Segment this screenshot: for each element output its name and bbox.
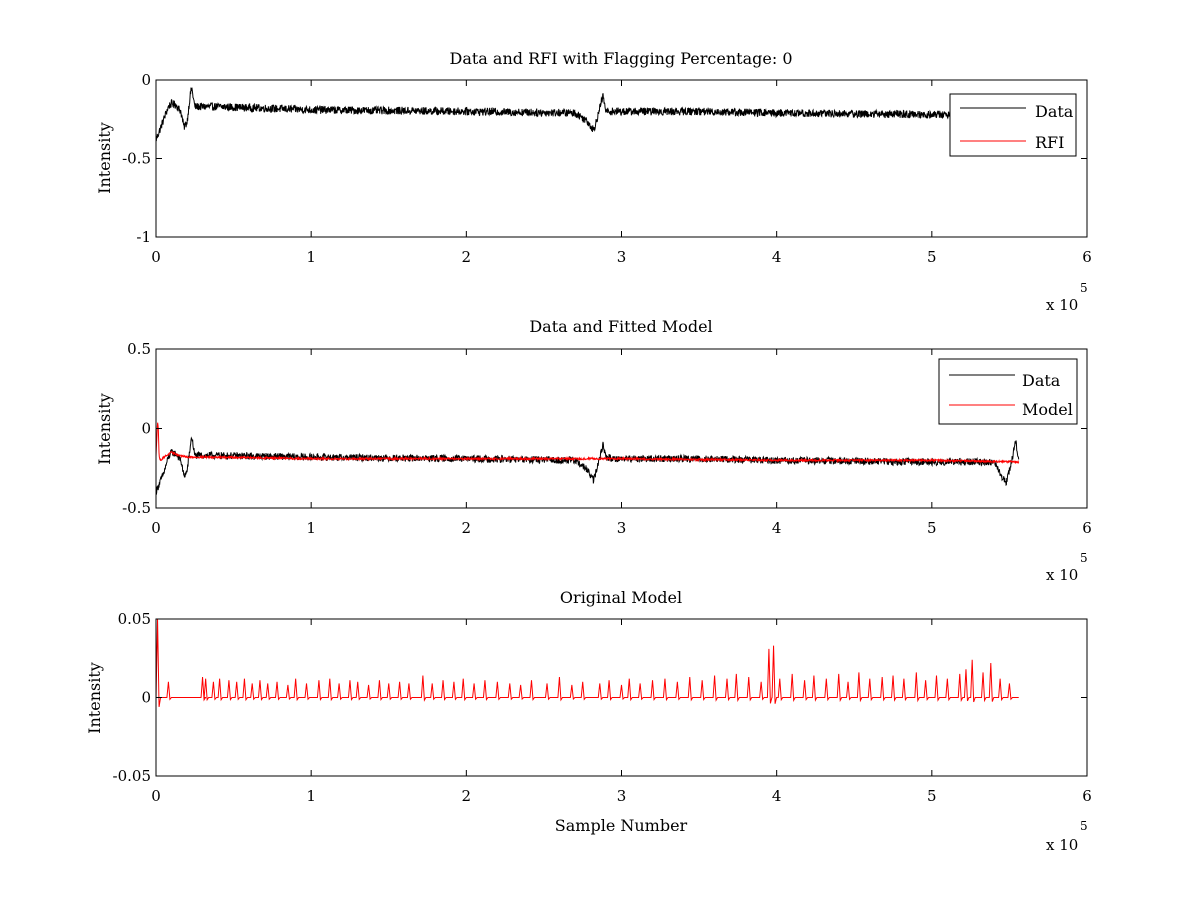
subplot-3-x-multiplier: x 10 bbox=[1046, 836, 1078, 854]
y-tick-label: -0.05 bbox=[113, 767, 151, 785]
y-tick-label: 0.5 bbox=[127, 340, 151, 358]
subplot-3-ylabel: Intensity bbox=[85, 662, 104, 734]
x-tick-label: 2 bbox=[462, 248, 472, 266]
subplot-2-ticks: 0 1 2 3 4 5 6-0.500.5 bbox=[122, 340, 1092, 537]
x-tick-label: 2 bbox=[462, 519, 472, 537]
subplot-1-legend-label-data: Data bbox=[1035, 102, 1074, 121]
x-tick-label: 5 bbox=[927, 248, 937, 266]
x-tick-label: 4 bbox=[772, 248, 782, 266]
series-line-model bbox=[156, 619, 1019, 707]
subplot-1-ticks: 0 1 2 3 4 5 6 -1 -0.5 0 bbox=[122, 71, 1092, 266]
y-tick-label: -1 bbox=[136, 228, 151, 246]
y-tick-label: 0 bbox=[141, 689, 151, 707]
subplot-3-x-exponent: 5 bbox=[1080, 819, 1088, 833]
subplot-2-x-exponent: 5 bbox=[1080, 551, 1088, 565]
x-tick-label: 2 bbox=[462, 787, 472, 805]
y-tick-label: 0.05 bbox=[118, 610, 151, 628]
x-tick-label: 4 bbox=[772, 519, 782, 537]
x-tick-label: 1 bbox=[306, 248, 316, 266]
x-tick-label: 6 bbox=[1082, 519, 1092, 537]
x-tick-label: 1 bbox=[306, 519, 316, 537]
x-tick-label: 3 bbox=[617, 787, 627, 805]
x-tick-label: 6 bbox=[1082, 787, 1092, 805]
subplot-2-legend-label-model: Model bbox=[1022, 400, 1073, 419]
subplot-1-ylabel: Intensity bbox=[95, 122, 114, 194]
x-tick-label: 1 bbox=[306, 787, 316, 805]
subplot-1-legend: Data RFI bbox=[949, 93, 1077, 157]
subplot-2-series-layer bbox=[156, 422, 1020, 495]
subplot-1-title: Data and RFI with Flagging Percentage: 0 bbox=[449, 49, 792, 68]
x-tick-label: 0 bbox=[151, 248, 161, 266]
subplot-2-legend: Data Model bbox=[938, 358, 1078, 425]
x-tick-label: 0 bbox=[151, 519, 161, 537]
subplot-1-x-multiplier: x 10 bbox=[1046, 296, 1078, 314]
subplot-1-x-exponent: 5 bbox=[1080, 281, 1088, 295]
x-tick-label: 5 bbox=[927, 787, 937, 805]
series-line-data bbox=[156, 87, 956, 142]
subplot-3-title: Original Model bbox=[560, 588, 682, 607]
subplot-2: Data and Fitted Model 0 1 2 3 4 5 6-0.500.5 In… bbox=[95, 317, 1092, 584]
subplot-2-ylabel: Intensity bbox=[95, 393, 114, 465]
x-tick-label: 6 bbox=[1082, 248, 1092, 266]
x-tick-label: 3 bbox=[617, 248, 627, 266]
subplot-2-legend-label-data: Data bbox=[1022, 371, 1061, 390]
y-tick-label: -0.5 bbox=[122, 499, 151, 517]
y-tick-label: 0 bbox=[141, 420, 151, 438]
x-tick-label: 0 bbox=[151, 787, 161, 805]
subplot-1-series-layer bbox=[156, 87, 956, 142]
subplot-1-legend-label-rfi: RFI bbox=[1035, 133, 1064, 152]
subplot-2-legend-box bbox=[938, 358, 1078, 425]
series-line-model bbox=[156, 422, 1020, 465]
subplot-1-legend-box bbox=[949, 93, 1077, 157]
subplot-3-xlabel: Sample Number bbox=[555, 816, 688, 835]
y-tick-label: 0 bbox=[141, 71, 151, 89]
subplot-3-series-layer bbox=[156, 619, 1019, 707]
x-tick-label: 4 bbox=[772, 787, 782, 805]
y-tick-label: -0.5 bbox=[122, 150, 151, 168]
subplot-2-title: Data and Fitted Model bbox=[529, 317, 712, 336]
x-tick-label: 5 bbox=[927, 519, 937, 537]
x-tick-label: 3 bbox=[617, 519, 627, 537]
subplot-2-x-multiplier: x 10 bbox=[1046, 566, 1078, 584]
subplot-1: Data and RFI with Flagging Percentage: 0… bbox=[95, 49, 1092, 314]
